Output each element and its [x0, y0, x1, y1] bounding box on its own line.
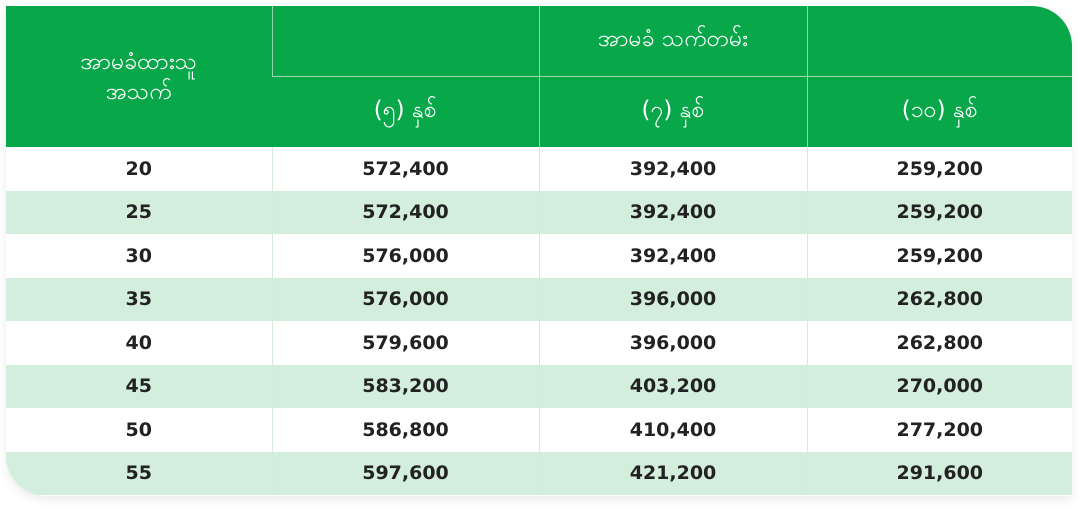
premium-10y-cell: 259,200	[806, 234, 1072, 278]
term-5-header: (၅) နှစ်	[272, 76, 539, 147]
age-cell: 45	[6, 364, 272, 408]
premium-10y-cell: 291,600	[806, 451, 1072, 495]
term-header-blank-left	[271, 6, 539, 77]
table-row: 55 597,600 421,200 291,600	[6, 451, 1072, 495]
premium-10y-cell: 277,200	[806, 408, 1072, 452]
premium-5y-cell: 586,800	[271, 408, 539, 452]
premium-7y-cell: 392,400	[538, 190, 807, 234]
age-header-line-2: အသက်	[105, 78, 172, 105]
premium-5y-cell: 597,600	[271, 451, 539, 495]
age-cell: 35	[6, 277, 272, 321]
age-cell: 20	[6, 147, 272, 191]
premium-5y-cell: 583,200	[271, 364, 539, 408]
age-cell: 30	[6, 234, 272, 278]
age-cell: 25	[6, 190, 272, 234]
premium-7y-cell: 392,400	[538, 234, 807, 278]
table-row: 25 572,400 392,400 259,200	[6, 190, 1072, 234]
premium-10y-cell: 270,000	[806, 364, 1072, 408]
premium-7y-cell: 421,200	[538, 451, 807, 495]
premium-7y-cell: 392,400	[538, 147, 807, 191]
table-row: 50 586,800 410,400 277,200	[6, 408, 1072, 452]
table-row: 30 576,000 392,400 259,200	[6, 234, 1072, 278]
age-cell: 55	[6, 451, 272, 495]
premium-5y-cell: 572,400	[271, 190, 539, 234]
table-row: 35 576,000 396,000 262,800	[6, 277, 1072, 321]
premium-7y-cell: 396,000	[538, 321, 807, 365]
premium-5y-cell: 572,400	[271, 147, 539, 191]
premium-7y-cell: 410,400	[538, 408, 807, 452]
term-header-blank-right	[806, 6, 1072, 77]
premium-5y-cell: 576,000	[271, 277, 539, 321]
table-row: 45 583,200 403,200 270,000	[6, 364, 1072, 408]
term-7-header: (၇) နှစ်	[538, 76, 807, 147]
premium-10y-cell: 262,800	[806, 277, 1072, 321]
age-cell: 50	[6, 408, 272, 452]
premium-7y-cell: 403,200	[538, 364, 807, 408]
term-group-header: အာမခံ သက်တမ်း	[538, 6, 807, 77]
premium-10y-cell: 262,800	[806, 321, 1072, 365]
premium-5y-cell: 579,600	[271, 321, 539, 365]
age-column-header: အာမခံထားသူ အသက်	[6, 6, 272, 147]
premium-7y-cell: 396,000	[538, 277, 807, 321]
premium-10y-cell: 259,200	[806, 147, 1072, 191]
premium-10y-cell: 259,200	[806, 190, 1072, 234]
premium-5y-cell: 576,000	[271, 234, 539, 278]
premium-table-card: အာမခံထားသူ အသက် အာမခံ သက်တမ်း (၅) နှစ် (…	[6, 6, 1072, 496]
age-cell: 40	[6, 321, 272, 365]
age-header-line-1: အာမခံထားသူ	[80, 48, 197, 75]
premium-table: အာမခံထားသူ အသက် အာမခံ သက်တမ်း (၅) နှစ် (…	[6, 6, 1072, 495]
table-row: 20 572,400 392,400 259,200	[6, 147, 1072, 191]
term-10-header: (၁၀) နှစ်	[806, 76, 1072, 147]
table-row: 40 579,600 396,000 262,800	[6, 321, 1072, 365]
